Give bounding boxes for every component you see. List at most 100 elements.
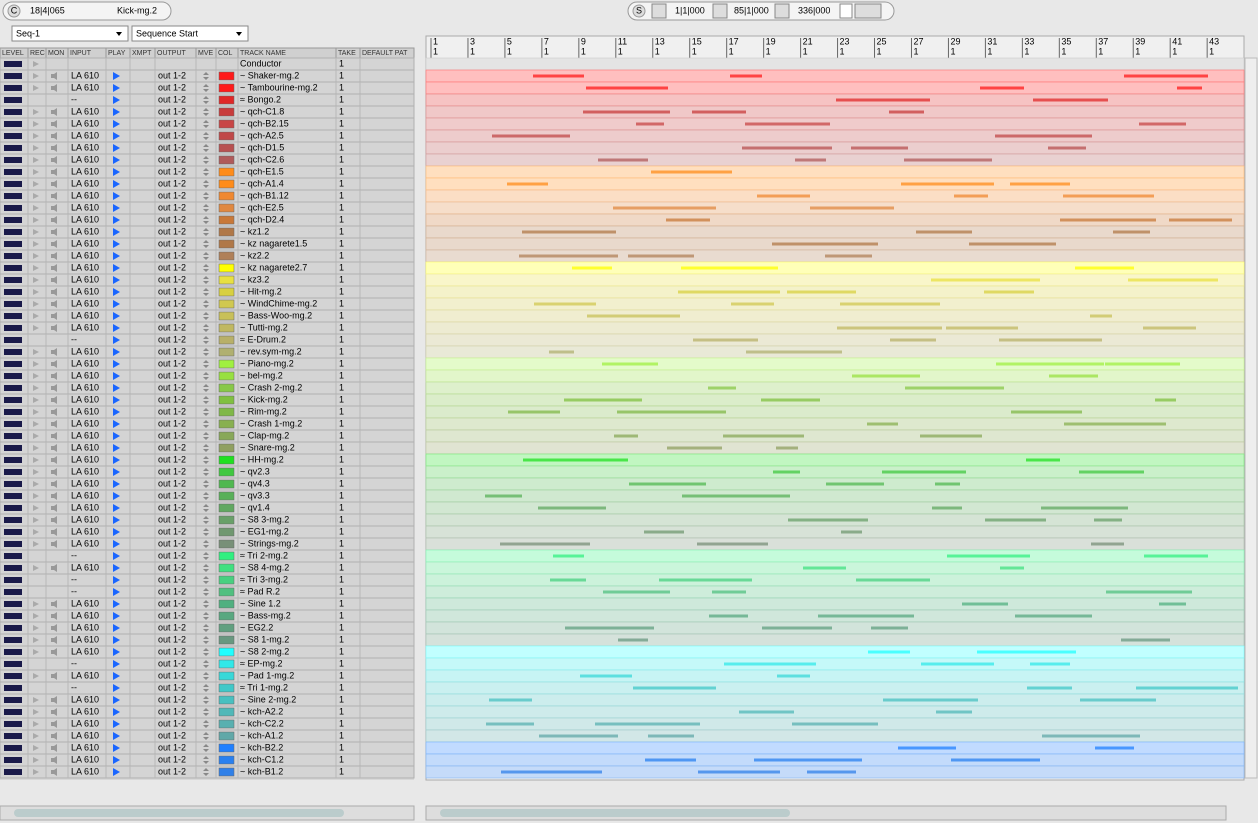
column-header-label: XMPT: [132, 50, 152, 57]
scroll-thumb[interactable]: [14, 809, 344, 817]
next-button[interactable]: [774, 3, 790, 19]
rec-button: [33, 277, 39, 283]
clip: [1063, 194, 1154, 198]
mon-button: [51, 504, 57, 512]
play-button: [113, 84, 120, 92]
track-input: LA 610: [71, 382, 99, 392]
beat-label: 1: [1172, 46, 1177, 56]
play-button: [113, 720, 120, 728]
v-scrollbar[interactable]: [1244, 57, 1258, 779]
clip: [1026, 458, 1060, 462]
beat-label: 1: [507, 46, 512, 56]
track-output: out 1-2: [158, 262, 186, 272]
clip: [1106, 590, 1192, 594]
track-output: out 1-2: [158, 394, 186, 404]
track-take: 1: [339, 154, 344, 164]
move-arrows: [203, 156, 209, 164]
track-name: ~ rev.sym-mg.2: [240, 346, 302, 356]
track-take: 1: [339, 598, 344, 608]
play-button: [113, 312, 120, 320]
menu-button[interactable]: [839, 3, 853, 19]
track-name: ~ qv1.4: [240, 502, 270, 512]
level-meter: [4, 229, 22, 235]
mon-button: [51, 216, 57, 224]
track-take: 1: [339, 694, 344, 704]
sequence-select[interactable]: [11, 25, 129, 42]
beat-label: 1: [618, 46, 623, 56]
move-arrows: [203, 192, 209, 200]
track-output: out 1-2: [158, 166, 186, 176]
track-input: LA 610: [71, 346, 99, 356]
track-take: 1: [339, 478, 344, 488]
mon-button: [51, 228, 57, 236]
clip: [977, 650, 1076, 654]
mon-button: [51, 324, 57, 332]
track-output: out 1-2: [158, 190, 186, 200]
beat-label: 1: [766, 46, 771, 56]
track-color: [218, 551, 235, 561]
track-row: [0, 57, 415, 71]
track-output: out 1-2: [158, 298, 186, 308]
prev-button[interactable]: [712, 3, 728, 19]
column-header-label: PLAY: [108, 50, 126, 57]
clip: [598, 158, 648, 162]
track-row: [0, 597, 415, 611]
start-select[interactable]: [131, 25, 249, 42]
rec-button: [33, 613, 39, 619]
track-input: LA 610: [71, 538, 99, 548]
track-take: 1: [339, 586, 344, 596]
clip: [614, 434, 638, 438]
track-lane: [425, 117, 1245, 131]
track-output: out 1-2: [158, 106, 186, 116]
scroll-thumb[interactable]: [440, 809, 790, 817]
track-output: out 1-2: [158, 766, 186, 776]
beat-label: 1: [803, 46, 808, 56]
track-take: 1: [339, 538, 344, 548]
level-meter: [4, 421, 22, 427]
track-row: [0, 141, 415, 155]
clip: [1139, 122, 1186, 126]
track-input: LA 610: [71, 298, 99, 308]
clip: [916, 230, 972, 234]
rec-button: [33, 169, 39, 175]
clip: [946, 326, 1018, 330]
track-input: LA 610: [71, 430, 99, 440]
track-row: [0, 633, 415, 647]
track-output: out 1-2: [158, 442, 186, 452]
clip: [851, 146, 908, 150]
move-arrows: [203, 480, 209, 488]
move-arrows: [203, 684, 209, 692]
track-name: ~ qch-C1.8: [240, 106, 284, 116]
track-take: 1: [339, 238, 344, 248]
clip: [586, 86, 668, 90]
flag-button[interactable]: [854, 3, 882, 19]
track-input: LA 610: [71, 226, 99, 236]
clip: [629, 482, 706, 486]
clip: [651, 170, 732, 174]
clip: [739, 710, 794, 714]
return-button[interactable]: [651, 3, 667, 19]
track-row: [0, 345, 415, 359]
move-arrows: [203, 132, 209, 140]
track-color: [218, 131, 235, 141]
track-name: ~ bel-mg.2: [240, 370, 283, 380]
move-arrows: [203, 336, 209, 344]
clip: [1159, 602, 1186, 606]
mode-button[interactable]: [7, 4, 21, 18]
level-meter: [4, 385, 22, 391]
track-take: 1: [339, 682, 344, 692]
clip: [841, 530, 862, 534]
track-take: 1: [339, 730, 344, 740]
track-output: out 1-2: [158, 514, 186, 524]
move-arrows: [203, 612, 209, 620]
track-name: ~ Rim-mg.2: [240, 406, 287, 416]
clip: [905, 386, 1004, 390]
track-row: [0, 729, 415, 743]
track-input: LA 610: [71, 118, 99, 128]
clip: [492, 134, 570, 138]
play-button: [113, 492, 120, 500]
move-arrows: [203, 324, 209, 332]
move-arrows: [203, 672, 209, 680]
sync-button[interactable]: [632, 4, 646, 18]
track-color: [218, 383, 235, 393]
